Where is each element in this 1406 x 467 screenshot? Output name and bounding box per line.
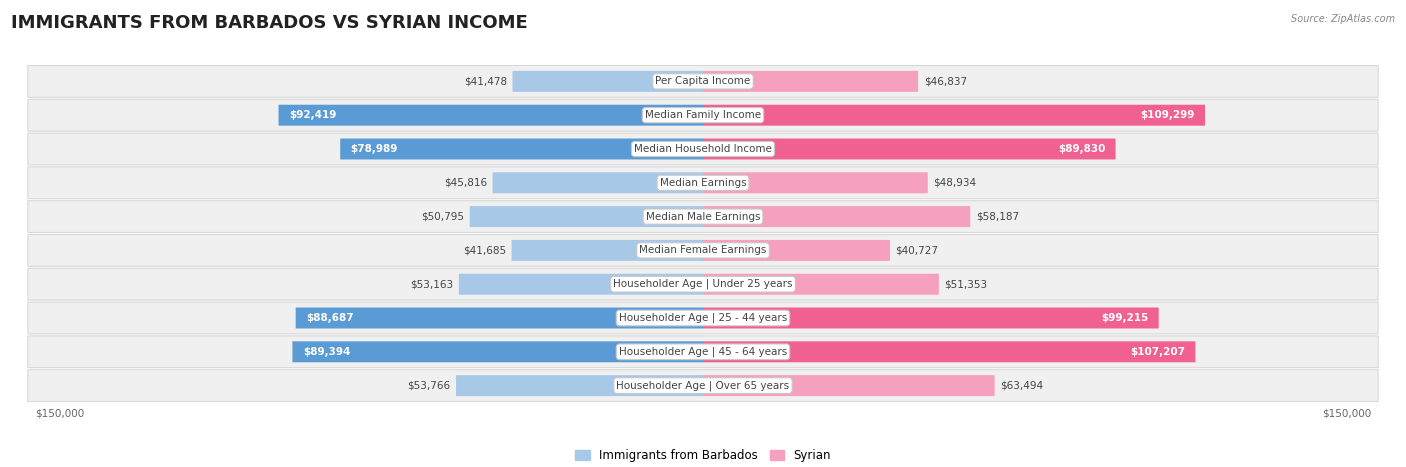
FancyBboxPatch shape (470, 206, 703, 227)
FancyBboxPatch shape (295, 308, 703, 328)
Text: Median Family Income: Median Family Income (645, 110, 761, 120)
FancyBboxPatch shape (703, 274, 939, 295)
FancyBboxPatch shape (703, 375, 994, 396)
Text: $88,687: $88,687 (307, 313, 354, 323)
Text: $53,766: $53,766 (408, 381, 450, 390)
Text: $45,816: $45,816 (444, 178, 486, 188)
FancyBboxPatch shape (278, 105, 703, 126)
FancyBboxPatch shape (513, 71, 703, 92)
Text: IMMIGRANTS FROM BARBADOS VS SYRIAN INCOME: IMMIGRANTS FROM BARBADOS VS SYRIAN INCOM… (11, 14, 529, 32)
FancyBboxPatch shape (512, 240, 703, 261)
FancyBboxPatch shape (28, 269, 1378, 300)
FancyBboxPatch shape (28, 201, 1378, 233)
Text: Householder Age | 45 - 64 years: Householder Age | 45 - 64 years (619, 347, 787, 357)
FancyBboxPatch shape (458, 274, 703, 295)
FancyBboxPatch shape (28, 99, 1378, 131)
Text: $50,795: $50,795 (422, 212, 464, 222)
FancyBboxPatch shape (703, 240, 890, 261)
Text: $89,394: $89,394 (302, 347, 350, 357)
FancyBboxPatch shape (28, 336, 1378, 368)
Text: $89,830: $89,830 (1057, 144, 1105, 154)
Text: $99,215: $99,215 (1101, 313, 1149, 323)
Text: Median Female Earnings: Median Female Earnings (640, 245, 766, 255)
Text: Householder Age | Over 65 years: Householder Age | Over 65 years (616, 380, 790, 391)
FancyBboxPatch shape (28, 167, 1378, 198)
FancyBboxPatch shape (340, 139, 703, 159)
Text: Householder Age | Under 25 years: Householder Age | Under 25 years (613, 279, 793, 290)
Legend: Immigrants from Barbados, Syrian: Immigrants from Barbados, Syrian (575, 449, 831, 462)
FancyBboxPatch shape (703, 71, 918, 92)
Text: Householder Age | 25 - 44 years: Householder Age | 25 - 44 years (619, 313, 787, 323)
FancyBboxPatch shape (492, 172, 703, 193)
Text: $107,207: $107,207 (1130, 347, 1185, 357)
FancyBboxPatch shape (28, 234, 1378, 266)
Text: $48,934: $48,934 (934, 178, 976, 188)
FancyBboxPatch shape (703, 206, 970, 227)
FancyBboxPatch shape (28, 302, 1378, 334)
FancyBboxPatch shape (292, 341, 703, 362)
FancyBboxPatch shape (703, 105, 1205, 126)
Text: Median Household Income: Median Household Income (634, 144, 772, 154)
FancyBboxPatch shape (28, 133, 1378, 165)
FancyBboxPatch shape (28, 65, 1378, 97)
Text: $58,187: $58,187 (976, 212, 1019, 222)
FancyBboxPatch shape (703, 139, 1115, 159)
FancyBboxPatch shape (456, 375, 703, 396)
FancyBboxPatch shape (28, 370, 1378, 402)
Text: Per Capita Income: Per Capita Income (655, 77, 751, 86)
Text: $92,419: $92,419 (288, 110, 336, 120)
Text: Source: ZipAtlas.com: Source: ZipAtlas.com (1291, 14, 1395, 24)
Text: $41,478: $41,478 (464, 77, 508, 86)
Text: $109,299: $109,299 (1140, 110, 1195, 120)
Text: $150,000: $150,000 (1322, 409, 1371, 418)
Text: $78,989: $78,989 (350, 144, 398, 154)
FancyBboxPatch shape (703, 308, 1159, 328)
Text: Median Earnings: Median Earnings (659, 178, 747, 188)
FancyBboxPatch shape (703, 341, 1195, 362)
Text: $63,494: $63,494 (1000, 381, 1043, 390)
Text: $150,000: $150,000 (35, 409, 84, 418)
Text: $53,163: $53,163 (411, 279, 453, 289)
FancyBboxPatch shape (703, 172, 928, 193)
Text: $41,685: $41,685 (463, 245, 506, 255)
Text: $51,353: $51,353 (945, 279, 987, 289)
Text: Median Male Earnings: Median Male Earnings (645, 212, 761, 222)
Text: $40,727: $40,727 (896, 245, 939, 255)
Text: $46,837: $46,837 (924, 77, 967, 86)
